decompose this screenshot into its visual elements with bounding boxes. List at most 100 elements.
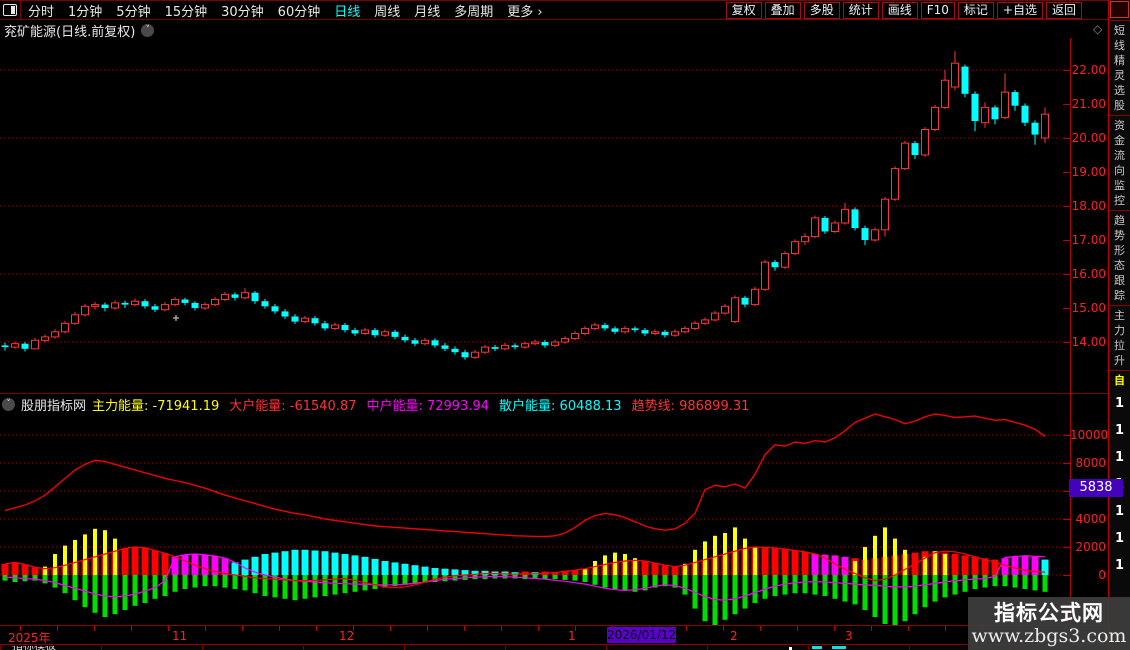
price-tick-label: 14.00 (1071, 335, 1106, 349)
strip-section-1[interactable]: 资金流向监控 (1109, 115, 1130, 210)
panel-divider (0, 393, 1108, 394)
toolbar-button-0[interactable]: 复权 (725, 2, 762, 19)
week-tick (501, 626, 502, 631)
period-tab-10[interactable]: 更多 › (507, 4, 543, 20)
price-tick (1063, 138, 1070, 139)
price-tick-label: 19.00 (1071, 165, 1106, 179)
watermark-site-name: 指标公式网 (994, 600, 1104, 625)
toolbar-button-7[interactable]: +自选 (996, 2, 1043, 19)
clipped-text-fragment: 指标模板 (12, 646, 56, 650)
month-label: 1 (568, 629, 576, 643)
cell-separator (101, 646, 102, 650)
indicator-tick-label: 8000 (1075, 456, 1106, 470)
week-tick (131, 626, 132, 631)
cell-separator (0, 646, 1, 650)
price-tick (1063, 342, 1070, 343)
week-tick (57, 626, 58, 631)
diamond-icon[interactable]: ◇ (1093, 22, 1103, 36)
cell-separator (202, 646, 203, 650)
energy-indicator-chart[interactable] (0, 413, 1070, 627)
period-tab-6[interactable]: 日线 (334, 4, 361, 20)
toolbar-button-3[interactable]: 统计 (842, 2, 879, 19)
indicator-tick-label: 0 (1098, 568, 1106, 582)
week-tick (945, 626, 946, 631)
selected-date-highlight: 2026/01/12/一 (607, 627, 681, 650)
strip-highlight[interactable]: 自 (1109, 370, 1130, 390)
panel-toggle-cell[interactable] (0, 1, 21, 19)
price-tick-label: 17.00 (1071, 233, 1106, 247)
indicator-tick (1063, 547, 1070, 548)
cell-separator (707, 646, 708, 650)
energy-bars (1, 527, 1049, 626)
toolbar-button-5[interactable]: F10 (920, 2, 955, 19)
marker-cross (173, 315, 179, 321)
strip-section-2[interactable]: 趋势形态跟踪 (1109, 210, 1130, 305)
period-tab-4[interactable]: 30分钟 (221, 4, 264, 20)
main-candle-chart[interactable] (0, 38, 1070, 395)
strip-section-0[interactable]: 短线精灵选股 (1109, 20, 1130, 115)
week-tick (871, 626, 872, 631)
toolbar-periods: 分时 1分钟 5分钟 15分钟 30分钟 60分钟 日线 周线 月线 多周期 更多 › (21, 1, 550, 20)
cell-separator (606, 646, 607, 650)
week-tick (279, 626, 280, 631)
indicator-site-label: 股朋指标网 (21, 398, 87, 414)
toolbar-button-8[interactable]: 返回 (1045, 2, 1082, 19)
magenta-energy-line (4, 553, 1046, 601)
week-tick (242, 626, 243, 631)
week-tick (723, 626, 724, 631)
period-tab-2[interactable]: 5分钟 (116, 4, 151, 20)
month-label: 12 (339, 629, 355, 643)
indicator-tick (1063, 519, 1070, 520)
period-tab-7[interactable]: 周线 (374, 4, 401, 20)
period-tab-0[interactable]: 分时 (28, 4, 55, 20)
week-tick (686, 626, 687, 631)
price-tick (1063, 70, 1070, 71)
cyan-fragment (832, 646, 846, 649)
panel-layout-icon (3, 4, 17, 16)
right-panel-strip[interactable]: 短线精灵选股资金流向监控趋势形态跟踪主力拉升自1111111 (1108, 0, 1130, 650)
period-tab-3[interactable]: 15分钟 (164, 4, 208, 20)
strip-section-3[interactable]: 主力拉升 (1109, 305, 1130, 370)
price-tick-label: 20.00 (1071, 131, 1106, 145)
week-tick (168, 626, 169, 631)
chevron-down-icon[interactable]: ˅ (141, 24, 155, 37)
price-tick-label: 21.00 (1071, 97, 1106, 111)
week-tick (20, 626, 21, 631)
month-label: 11 (172, 629, 188, 643)
toolbar-button-2[interactable]: 多股 (803, 2, 840, 19)
period-tab-5[interactable]: 60分钟 (277, 4, 321, 20)
price-tick-label: 22.00 (1071, 63, 1106, 77)
clipped-button[interactable] (1110, 1, 1129, 18)
price-tick (1063, 274, 1070, 275)
period-tab-1[interactable]: 1分钟 (68, 4, 103, 20)
week-tick (464, 626, 465, 631)
indicator-tick-label: 4000 (1075, 512, 1106, 526)
indicator-chevron-icon[interactable]: ˅ (2, 397, 15, 411)
candles (1, 51, 1049, 360)
indicator-values: 主力能量: -71941.19 大户能量: -61540.87 中户能量: 7299… (92, 395, 749, 414)
toolbar-button-1[interactable]: 叠加 (764, 2, 801, 19)
price-tick (1063, 240, 1070, 241)
price-tick-label: 16.00 (1071, 267, 1106, 281)
cell-separator (404, 646, 405, 650)
axis-value-badge: 5838 (1069, 479, 1123, 497)
month-label: 3 (845, 629, 853, 643)
indicator-tick-label: 10000 (1070, 428, 1109, 442)
top-toolbar: 分时 1分钟 5分钟 15分钟 30分钟 60分钟 日线 周线 月线 多周期 更多 › 复权 叠加 多股… (0, 0, 1108, 20)
cell-separator (909, 646, 910, 650)
period-tab-9[interactable]: 多周期 (454, 4, 494, 20)
title-row: 兖矿能源(日线.前复权) ˅ (4, 21, 155, 40)
price-tick (1063, 104, 1070, 105)
cell-separator (505, 646, 506, 650)
price-tick-label: 18.00 (1071, 199, 1106, 213)
period-tab-8[interactable]: 月线 (414, 4, 441, 20)
cyan-fragment (812, 646, 822, 649)
toolbar-button-6[interactable]: 标记 (957, 2, 994, 19)
indicator-value-3: 散户能量: 60488.13 (499, 398, 622, 414)
week-tick (353, 626, 354, 631)
toolbar-button-4[interactable]: 画线 (881, 2, 918, 19)
dot-fragment (789, 647, 792, 650)
price-tick (1063, 172, 1070, 173)
week-tick (94, 626, 95, 631)
